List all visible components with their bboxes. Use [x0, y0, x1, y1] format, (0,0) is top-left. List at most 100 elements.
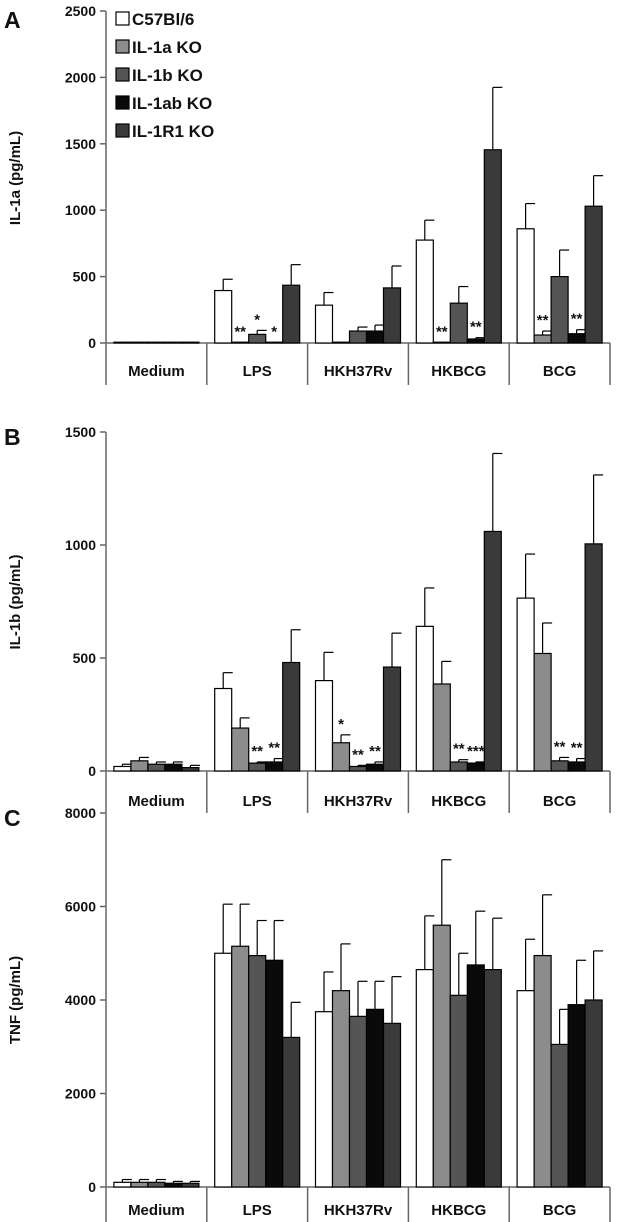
y-tick-label: 2500: [65, 3, 96, 19]
significance-marker: **: [571, 311, 583, 328]
significance-marker: **: [470, 319, 482, 336]
bar-il-1b-ko-bcg: [550, 1043, 569, 1188]
bar-c57bl-6-hkh37rv: [314, 1011, 334, 1188]
category-label-lps: LPS: [243, 363, 272, 380]
y-tick-label: 1500: [65, 136, 96, 152]
bar-il-1ab-ko-bcg: [567, 333, 586, 344]
bar-c57bl-6-bcg: [516, 597, 535, 772]
legend: C57Bl/6 IL-1a KO IL-1b KO IL-1ab KO IL-1R1 K…: [115, 10, 214, 141]
legend-label-il-1b-ko: IL-1b KO: [132, 66, 203, 85]
bar-il-1b-ko-hkh37rv: [348, 330, 368, 344]
bar-il-1a-ko-medium: [130, 760, 149, 772]
legend-swatch-il-1ab-ko: [115, 95, 130, 110]
category-label-bcg: BCG: [543, 793, 576, 810]
bar-c57bl-6-lps: [214, 952, 233, 1188]
bar-il-1ab-ko-medium: [164, 341, 183, 344]
bar-c57bl-6-hkbcg: [415, 625, 434, 772]
bar-il-1ab-ko-lps: [265, 341, 284, 344]
bar-il-1a-ko-hkh37rv: [331, 341, 351, 344]
bar-il-1r1-ko-hkbcg: [483, 149, 502, 344]
bar-il-1b-ko-bcg: [550, 276, 569, 344]
category-label-lps: LPS: [243, 793, 272, 810]
bar-il-1ab-ko-medium: [164, 1182, 183, 1188]
bar-il-1ab-ko-hkh37rv: [365, 330, 385, 344]
bar-il-1b-ko-bcg: [550, 760, 569, 772]
y-axis-label: IL-1a (pg/mL): [7, 131, 24, 225]
legend-swatch-il-1r1-ko: [115, 123, 130, 138]
y-tick-label: 1000: [65, 537, 96, 553]
bar-il-1r1-ko-bcg: [584, 543, 603, 772]
bar-il-1ab-ko-hkbcg: [466, 762, 485, 772]
legend-label-il-1r1-ko: IL-1R1 KO: [132, 122, 214, 141]
category-label-hkh37rv: HKH37Rv: [324, 793, 393, 810]
bar-il-1ab-ko-hkh37rv: [365, 1008, 385, 1188]
bar-c57bl-6-hkbcg: [415, 969, 434, 1188]
bar-il-1r1-ko-lps: [282, 1036, 301, 1188]
bar-il-1ab-ko-medium: [164, 763, 183, 772]
bar-il-1r1-ko-hkh37rv: [382, 1022, 402, 1188]
panel-label: B: [4, 424, 21, 450]
category-label-medium: Medium: [128, 363, 185, 380]
category-label-hkh37rv: HKH37Rv: [324, 1202, 393, 1219]
bar-c57bl-6-lps: [214, 289, 233, 344]
bar-il-1r1-ko-lps: [282, 284, 301, 344]
category-label-medium: Medium: [128, 793, 185, 810]
bar-c57bl-6-medium: [113, 1181, 132, 1188]
panel-c: C TNF (pg/mL) 0 2000 4000 6000 8000 Medium LPS HK…: [4, 805, 611, 1222]
category-label-lps: LPS: [243, 1202, 272, 1219]
bar-il-1b-ko-lps: [248, 954, 267, 1188]
bar-c57bl-6-bcg: [516, 990, 535, 1188]
bar-il-1a-ko-hkbcg: [432, 924, 451, 1188]
bar-il-1b-ko-hkh37rv: [348, 765, 368, 772]
bar-il-1b-ko-hkbcg: [449, 302, 468, 344]
bar-il-1b-ko-hkbcg: [449, 761, 468, 772]
bar-il-1a-ko-hkh37rv: [331, 742, 351, 772]
y-tick-label: 1000: [65, 202, 96, 218]
bar-il-1a-ko-lps: [231, 727, 250, 772]
y-axis-label: IL-1b (pg/mL): [7, 555, 24, 650]
significance-marker: **: [268, 740, 280, 757]
category-label-bcg: BCG: [543, 363, 576, 380]
significance-marker: **: [352, 746, 364, 763]
panel-label: A: [4, 7, 21, 33]
bar-il-1b-ko-medium: [147, 763, 166, 772]
bar-il-1ab-ko-bcg: [567, 1004, 586, 1188]
legend-swatch-il-1b-ko: [115, 67, 130, 82]
bar-il-1a-ko-hkh37rv: [331, 990, 351, 1188]
significance-marker: **: [251, 743, 263, 760]
legend-swatch-c57bl-6: [115, 11, 130, 26]
bar-il-1a-ko-bcg: [533, 334, 552, 344]
significance-marker: **: [453, 741, 465, 758]
significance-marker: **: [554, 738, 566, 755]
category-label-hkbcg: HKBCG: [431, 1202, 486, 1219]
bar-il-1b-ko-medium: [147, 1181, 166, 1188]
bar-il-1b-ko-hkh37rv: [348, 1015, 368, 1188]
y-tick-label: 2000: [65, 1086, 96, 1102]
bar-il-1a-ko-lps: [231, 341, 250, 344]
bar-il-1r1-ko-lps: [282, 661, 301, 772]
bar-il-1r1-ko-hkbcg: [483, 530, 502, 772]
category-label-bcg: BCG: [543, 1202, 576, 1219]
bar-il-1r1-ko-medium: [181, 341, 200, 344]
significance-marker: *: [254, 311, 260, 328]
bar-il-1r1-ko-bcg: [584, 999, 603, 1188]
bar-il-1a-ko-medium: [130, 1181, 149, 1188]
category-label-medium: Medium: [128, 1202, 185, 1219]
bar-c57bl-6-hkh37rv: [314, 679, 334, 772]
panel-label: C: [4, 805, 21, 831]
y-tick-label: 2000: [65, 69, 96, 85]
y-tick-label: 1500: [65, 424, 96, 440]
significance-marker: *: [271, 323, 277, 340]
panel-b: B IL-1b (pg/mL) 0 500 1000 1500 Medium LPS HKH37…: [4, 424, 611, 813]
significance-marker: **: [369, 743, 381, 760]
bar-c57bl-6-medium: [113, 765, 132, 772]
y-tick-label: 0: [88, 335, 96, 351]
significance-marker: *: [338, 716, 344, 733]
bar-il-1a-ko-lps: [231, 945, 250, 1188]
y-tick-label: 8000: [65, 805, 96, 821]
bar-il-1r1-ko-bcg: [584, 205, 603, 344]
bar-il-1ab-ko-hkbcg: [466, 338, 485, 344]
bar-il-1r1-ko-hkbcg: [483, 969, 502, 1188]
category-label-hkbcg: HKBCG: [431, 793, 486, 810]
bar-c57bl-6-bcg: [516, 228, 535, 344]
